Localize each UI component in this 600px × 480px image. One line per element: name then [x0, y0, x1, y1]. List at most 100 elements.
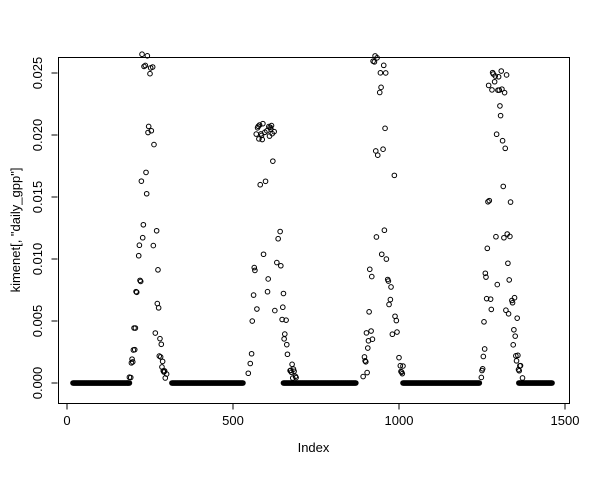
data-point	[505, 260, 511, 267]
data-point	[158, 341, 165, 348]
data-point	[129, 356, 135, 362]
data-point	[378, 251, 385, 258]
data-point	[396, 354, 402, 361]
data-point	[139, 234, 146, 241]
data-point	[363, 359, 369, 365]
data-point	[131, 346, 138, 353]
data-point	[484, 245, 491, 252]
data-point	[380, 62, 387, 69]
data-point	[147, 70, 153, 77]
data-point	[386, 301, 392, 308]
data-point	[271, 128, 277, 135]
data-point	[498, 68, 505, 74]
data-point	[489, 87, 495, 93]
data-point	[400, 363, 406, 369]
data-point	[283, 341, 290, 348]
data-point	[385, 278, 392, 284]
data-point	[157, 335, 163, 342]
data-point	[488, 306, 495, 313]
data-point	[280, 304, 286, 311]
data-point	[254, 306, 260, 312]
data-point	[270, 158, 276, 164]
data-point	[492, 73, 499, 79]
data-point	[150, 242, 157, 249]
data-point	[159, 358, 166, 365]
data-point	[361, 354, 368, 360]
data-point	[500, 183, 507, 190]
data-point	[501, 234, 507, 241]
axes: 0 500 1000 1500 0.000 0.005 0.010 0.015 0.020 0.0…	[30, 57, 579, 428]
data-point	[514, 315, 520, 321]
data-point	[262, 178, 269, 185]
data-point	[155, 267, 161, 273]
data-point	[502, 145, 509, 152]
data-point	[549, 380, 555, 386]
data-point	[483, 295, 490, 302]
data-point	[493, 131, 500, 138]
data-point	[163, 371, 170, 377]
data-point	[483, 274, 489, 280]
data-point	[250, 292, 257, 298]
data-point	[368, 273, 375, 280]
data-point	[363, 330, 370, 336]
data-point	[496, 87, 503, 93]
data-point	[394, 329, 400, 335]
x-tick-label: 0	[63, 413, 70, 428]
data-point	[277, 228, 283, 235]
data-point	[366, 266, 373, 273]
data-point	[519, 375, 526, 381]
data-point	[280, 290, 287, 297]
data-point	[499, 86, 505, 92]
data-point	[291, 368, 297, 375]
data-point	[366, 309, 372, 315]
data-point	[142, 62, 149, 69]
data-point	[374, 55, 380, 61]
data-point	[275, 235, 281, 242]
data-point	[128, 360, 135, 366]
data-point	[497, 103, 503, 109]
data-point	[376, 89, 383, 96]
data-point	[501, 89, 508, 96]
data-point	[380, 146, 386, 152]
data-point	[157, 354, 164, 360]
data-point	[133, 288, 139, 295]
data-point	[476, 380, 483, 386]
data-point	[279, 316, 285, 323]
data-point	[137, 278, 144, 285]
data-point	[377, 70, 384, 76]
data-point	[260, 251, 267, 258]
data-point	[139, 51, 145, 58]
data-point	[260, 120, 266, 127]
data-point	[382, 125, 388, 132]
data-point	[368, 328, 374, 334]
data-point	[364, 345, 371, 351]
data-point	[135, 252, 142, 259]
data-point	[268, 122, 275, 129]
data-point	[264, 288, 271, 295]
data-point	[371, 59, 378, 65]
data-point	[248, 350, 255, 357]
data-point	[360, 373, 366, 380]
data-point	[495, 73, 502, 80]
data-point	[373, 234, 380, 240]
data-point	[245, 370, 252, 377]
data-point	[503, 72, 510, 78]
data-point	[509, 299, 516, 306]
y-tick-label: 0.015	[30, 181, 45, 214]
data-point	[143, 169, 149, 176]
data-point	[511, 326, 517, 333]
data-point	[383, 256, 390, 262]
data-point	[499, 137, 506, 144]
data-point	[507, 233, 513, 240]
scatter-points	[70, 51, 555, 386]
x-tick-label: 1000	[385, 413, 414, 428]
y-tick-label: 0.005	[30, 305, 45, 338]
data-point	[278, 262, 284, 269]
data-point	[486, 197, 493, 204]
data-point	[256, 136, 262, 142]
y-tick-label: 0.000	[30, 367, 45, 400]
x-axis-label: Index	[298, 440, 330, 455]
data-point	[136, 242, 143, 249]
data-point	[148, 127, 155, 134]
